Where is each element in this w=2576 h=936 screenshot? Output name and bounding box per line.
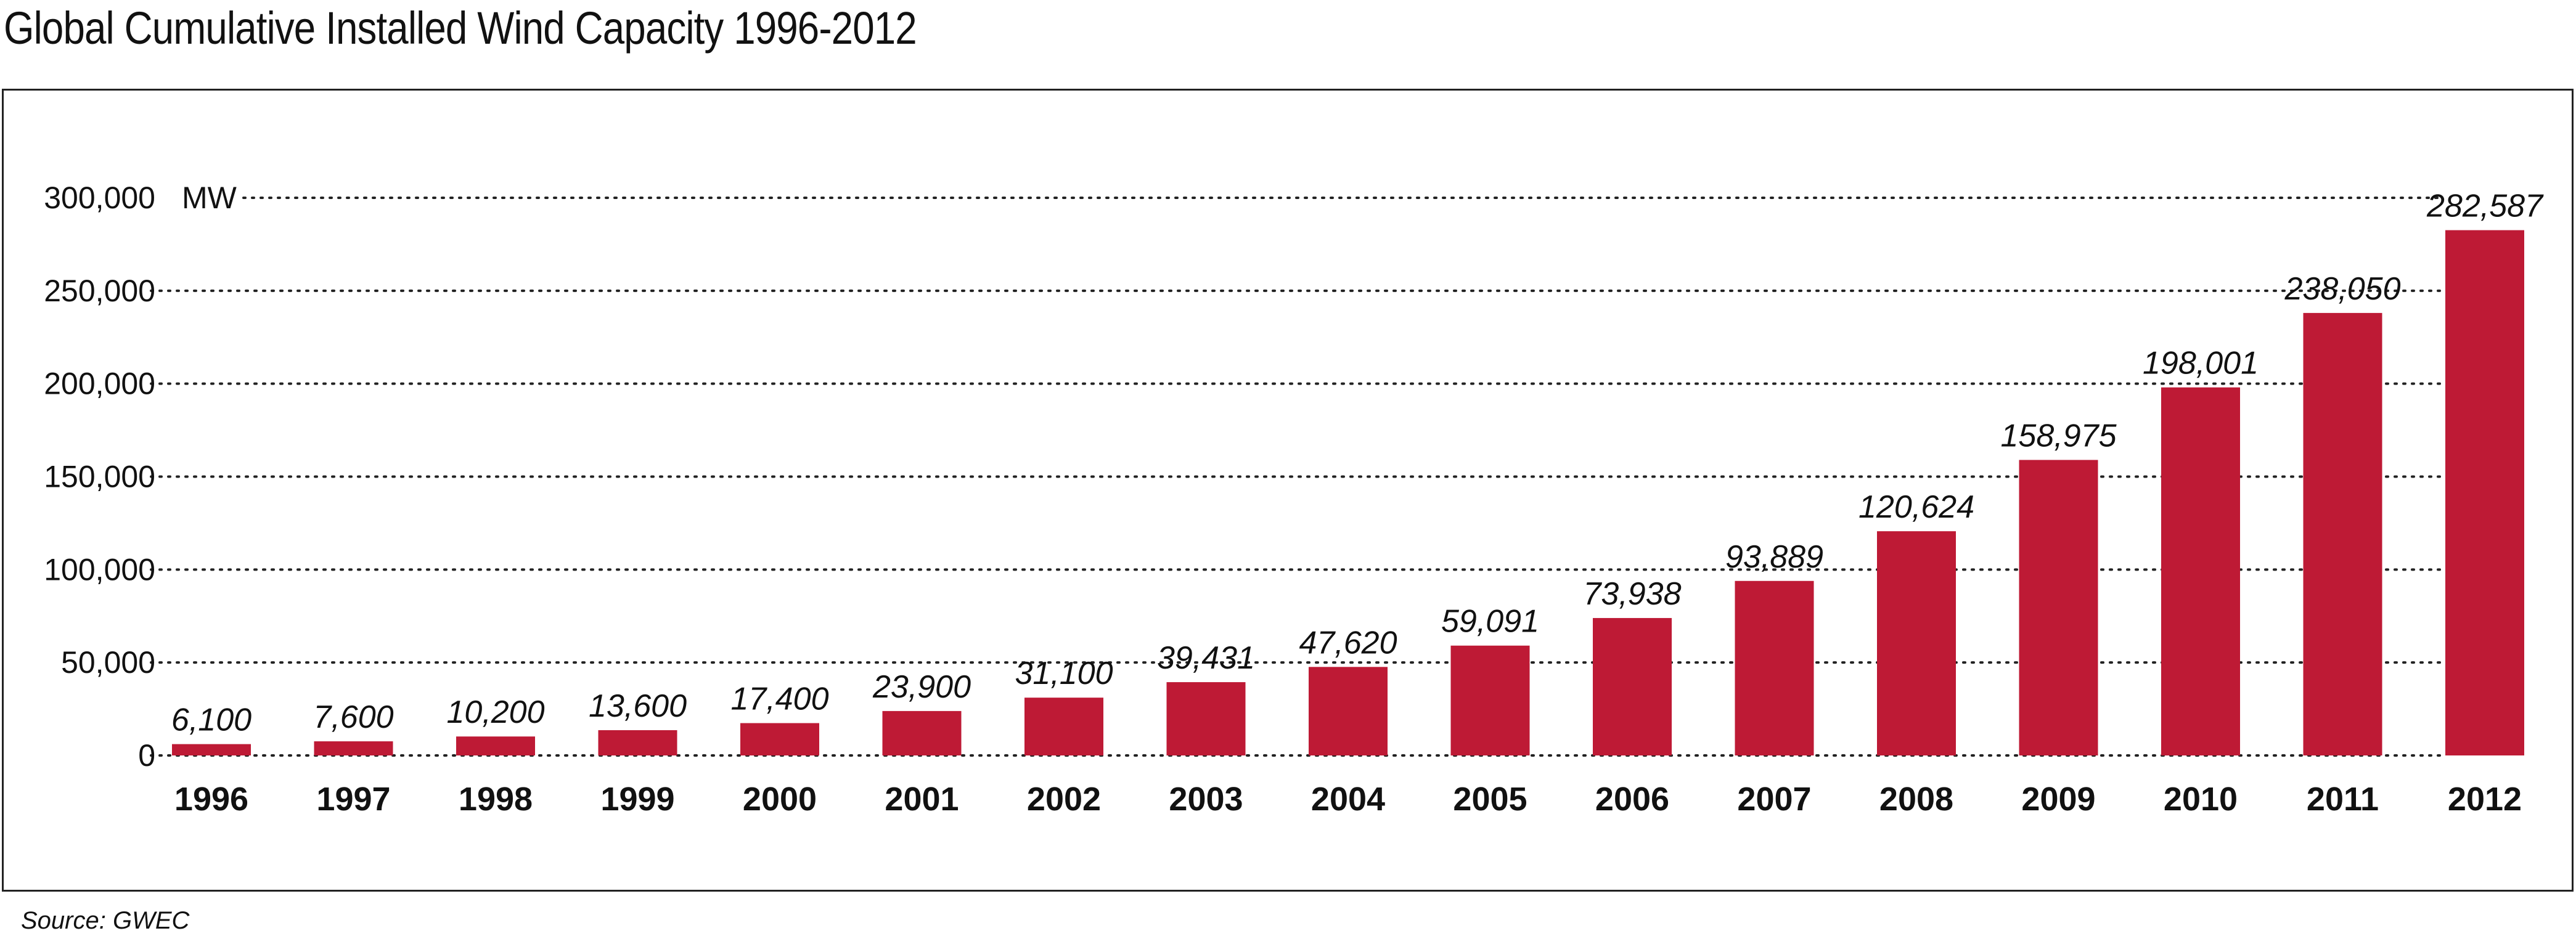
x-tick-label: 2006 — [1595, 781, 1669, 818]
bar-2012 — [2445, 230, 2524, 756]
x-tick-label: 1996 — [174, 781, 248, 818]
y-tick-label: 150,000 — [44, 460, 155, 494]
y-unit-label: MW — [182, 181, 237, 215]
y-tick-label: 0 — [138, 738, 155, 773]
y-tick-label: 250,000 — [44, 274, 155, 308]
x-tick-label: 2012 — [2448, 781, 2522, 818]
data-label: 17,400 — [730, 682, 828, 717]
data-label: 158,975 — [2001, 418, 2117, 454]
bar-1997 — [314, 741, 393, 755]
x-tick-label: 2004 — [1311, 781, 1385, 818]
y-tick-label: 50,000 — [61, 645, 155, 680]
y-tick-label: 100,000 — [44, 552, 155, 587]
x-tick-label: 1997 — [316, 781, 390, 818]
x-tick-label: 2011 — [2307, 781, 2379, 818]
data-label: 7,600 — [313, 699, 393, 735]
x-tick-label: 2008 — [1879, 781, 1953, 818]
bar-1999 — [598, 730, 677, 755]
data-label: 59,091 — [1441, 604, 1539, 640]
x-tick-label: 2003 — [1169, 781, 1243, 818]
bar-2000 — [740, 723, 819, 755]
x-tick-label: 2010 — [2164, 781, 2238, 818]
x-tick-label: 2007 — [1737, 781, 1811, 818]
bar-1996 — [172, 744, 251, 755]
bar-2008 — [1877, 531, 1956, 755]
bar-2010 — [2161, 387, 2240, 755]
x-tick-label: 2001 — [885, 781, 959, 818]
bar-2003 — [1166, 682, 1246, 755]
source-note: Source: GWEC — [21, 907, 190, 934]
data-label: 23,900 — [872, 669, 971, 705]
bar-2001 — [882, 710, 962, 755]
bar-2007 — [1735, 580, 1814, 755]
data-label: 6,100 — [171, 702, 251, 738]
x-tick-label: 1999 — [600, 781, 674, 818]
bar-2009 — [2019, 460, 2098, 755]
data-label: 47,620 — [1299, 625, 1397, 661]
data-label: 73,938 — [1583, 576, 1681, 612]
data-label: 10,200 — [446, 694, 544, 730]
data-label: 198,001 — [2143, 346, 2259, 381]
y-tick-label: 200,000 — [44, 367, 155, 401]
x-tick-label: 1998 — [459, 781, 533, 818]
bar-2005 — [1450, 645, 1530, 755]
chart-title: Global Cumulative Installed Wind Capacit… — [4, 2, 917, 54]
data-label: 93,889 — [1725, 539, 1823, 575]
x-tick-label: 2005 — [1453, 781, 1527, 818]
data-label: 31,100 — [1015, 656, 1113, 691]
data-label: 120,624 — [1858, 489, 1974, 525]
bar-2004 — [1309, 667, 1388, 755]
bar-2002 — [1024, 698, 1103, 755]
bar-2006 — [1593, 617, 1672, 755]
data-label: 238,050 — [2284, 271, 2401, 307]
data-label: 282,587 — [2426, 189, 2544, 224]
y-tick-label: 300,000 — [44, 181, 155, 215]
x-tick-label: 2002 — [1027, 781, 1101, 818]
data-label: 13,600 — [589, 688, 687, 724]
x-tick-label: 2009 — [2021, 781, 2095, 818]
chart-frame — [2, 89, 2574, 892]
x-tick-label: 2000 — [743, 781, 817, 818]
bar-1998 — [456, 736, 535, 755]
bar-2011 — [2303, 312, 2382, 755]
data-label: 39,431 — [1157, 640, 1255, 676]
